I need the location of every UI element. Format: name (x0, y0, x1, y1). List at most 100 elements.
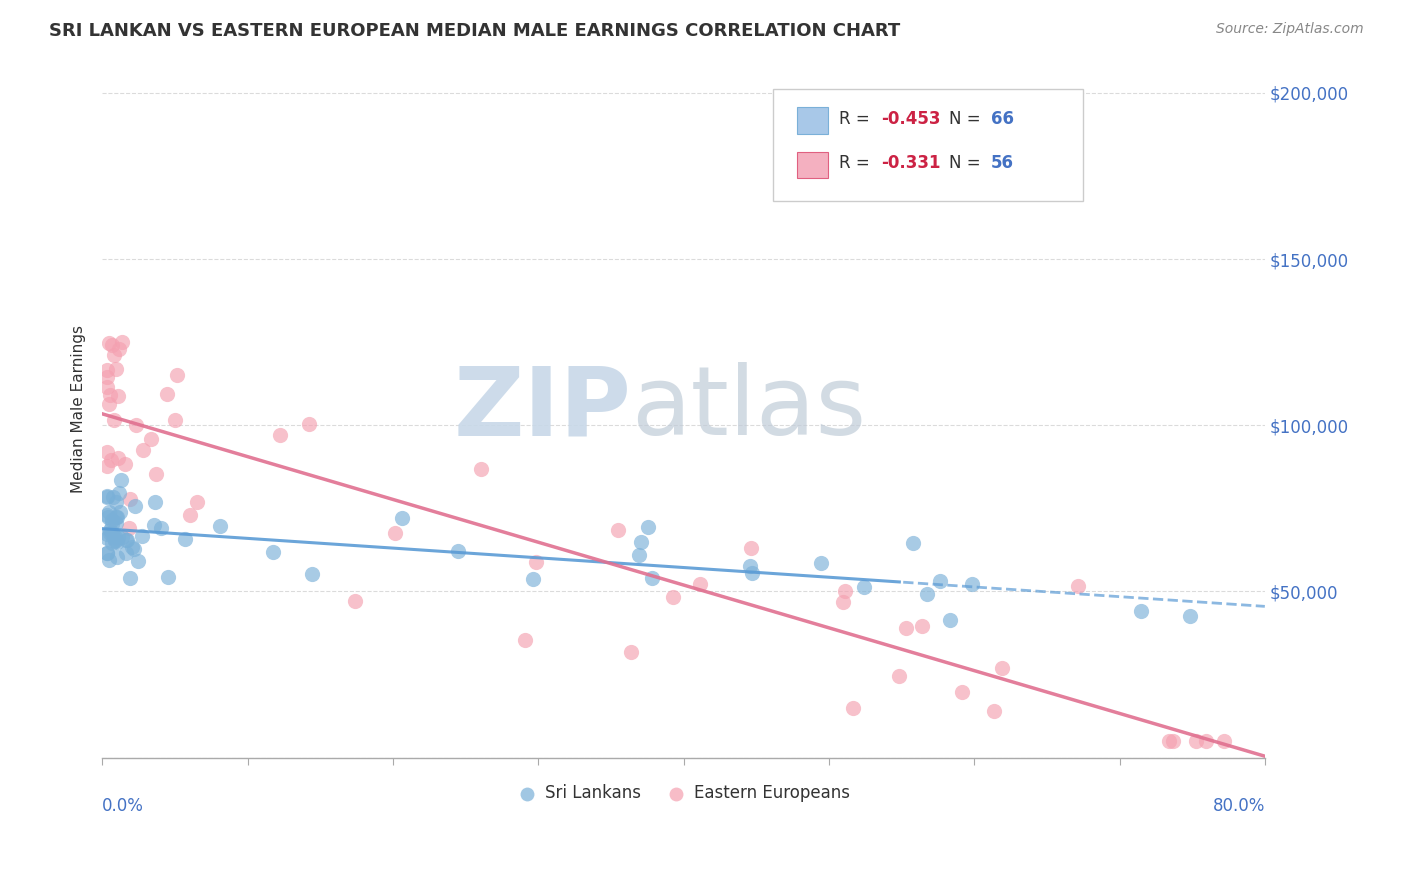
Text: ZIP: ZIP (453, 362, 631, 455)
Point (166, 368, 188, 382)
Point (96, 459, 118, 474)
Text: 66: 66 (991, 110, 1014, 128)
Point (101, 512, 124, 526)
Point (98, 553, 121, 567)
Point (127, 554, 149, 568)
Point (903, 536, 925, 550)
Point (96, 546, 118, 560)
Point (121, 541, 143, 555)
Point (929, 574, 952, 588)
Point (131, 529, 153, 543)
Point (911, 619, 934, 633)
Point (939, 613, 962, 627)
Y-axis label: Median Male Earnings: Median Male Earnings (72, 325, 86, 492)
Text: R =: R = (839, 110, 876, 128)
Point (852, 580, 875, 594)
Legend: Sri Lankans, Eastern Europeans: Sri Lankans, Eastern Europeans (510, 777, 858, 809)
Text: N =: N = (949, 154, 986, 172)
Point (627, 548, 650, 562)
Point (100, 526, 122, 541)
Text: -0.453: -0.453 (882, 110, 941, 128)
Point (607, 523, 630, 537)
Point (990, 661, 1012, 675)
Point (513, 632, 536, 647)
Text: 56: 56 (991, 154, 1014, 172)
Point (1180, 609, 1202, 624)
Point (104, 516, 127, 531)
Point (132, 442, 155, 457)
Point (1194, 734, 1216, 748)
Point (470, 462, 492, 476)
Point (1185, 734, 1208, 748)
Point (107, 451, 129, 466)
Point (101, 338, 124, 352)
Point (1161, 734, 1184, 748)
Point (114, 546, 136, 560)
Point (156, 570, 179, 584)
Point (115, 533, 138, 548)
Point (962, 576, 984, 591)
Point (143, 518, 166, 533)
Point (96, 363, 118, 377)
Point (662, 590, 685, 604)
Point (108, 342, 131, 356)
Point (740, 559, 762, 574)
Point (208, 519, 231, 533)
Text: 0.0%: 0.0% (103, 797, 143, 814)
Point (96, 532, 118, 546)
Point (101, 516, 124, 531)
Point (96, 489, 118, 503)
Text: SRI LANKAN VS EASTERN EUROPEAN MEDIAN MALE EARNINGS CORRELATION CHART: SRI LANKAN VS EASTERN EUROPEAN MEDIAN MA… (49, 22, 900, 40)
Point (186, 495, 208, 509)
Point (124, 499, 146, 513)
Point (165, 413, 187, 427)
Point (105, 509, 128, 524)
Text: -0.331: -0.331 (882, 154, 941, 172)
Point (1067, 579, 1090, 593)
Point (105, 534, 128, 549)
Point (831, 595, 853, 609)
Point (894, 621, 917, 635)
Point (145, 467, 167, 481)
Point (740, 541, 762, 556)
Point (118, 492, 141, 507)
Point (114, 457, 136, 471)
Point (104, 530, 127, 544)
Point (689, 577, 711, 591)
Point (96, 369, 118, 384)
Point (103, 348, 125, 362)
Point (105, 510, 128, 524)
Point (842, 701, 865, 715)
Point (810, 556, 832, 570)
Point (111, 334, 134, 349)
Point (384, 526, 406, 541)
Point (139, 432, 162, 446)
Point (447, 544, 470, 558)
Point (108, 505, 131, 519)
Point (343, 594, 366, 608)
Point (96, 527, 118, 541)
Point (620, 645, 643, 659)
Point (741, 566, 763, 580)
Point (107, 530, 129, 544)
Point (179, 508, 201, 522)
Point (101, 491, 124, 505)
Text: 80.0%: 80.0% (1212, 797, 1265, 814)
Point (96, 380, 118, 394)
Point (301, 566, 323, 581)
Point (96, 444, 118, 458)
Point (111, 530, 134, 544)
Point (1157, 734, 1180, 748)
Point (98, 387, 121, 401)
Point (103, 413, 125, 427)
Point (1129, 604, 1152, 618)
Point (97, 509, 120, 524)
Point (97, 335, 120, 350)
Point (524, 555, 547, 569)
Point (889, 669, 911, 683)
Point (522, 572, 544, 586)
Point (174, 533, 197, 547)
Point (96, 508, 118, 522)
Point (104, 495, 127, 509)
Point (101, 525, 124, 540)
